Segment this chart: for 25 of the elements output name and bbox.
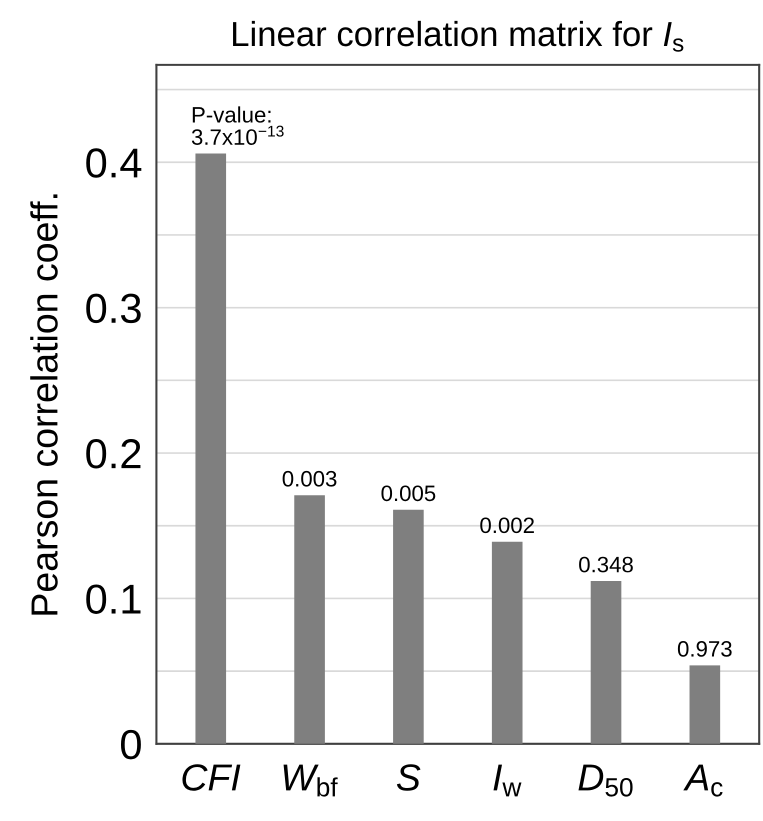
- bar: [393, 510, 424, 744]
- annotation: 0.348: [579, 556, 633, 572]
- y-tick-label: 0.1: [86, 584, 140, 614]
- bar: [294, 495, 325, 744]
- annotation: 0.002: [480, 517, 534, 534]
- x-tick-label: D$_{50}$: [578, 764, 633, 797]
- x-tick-label: W$_{bf}$: [284, 764, 338, 797]
- chart-title: Linear correlation matrix for I$_{s}$: [233, 20, 684, 52]
- y-tick-label: 0.2: [86, 439, 140, 469]
- y-tick-label: 0.4: [86, 148, 142, 178]
- annotation: P-value: 3.7x10$^{−13}$: [192, 106, 284, 145]
- y-axis-title: Pearson correlation coeff.: [30, 194, 58, 615]
- y-tick-label: 0.3: [86, 294, 141, 324]
- annotation: 0.005: [381, 485, 436, 502]
- x-tick-label: A$_{c}$: [683, 764, 723, 797]
- bar: [195, 154, 226, 744]
- bar: [690, 665, 720, 744]
- y-tick-label: 0: [120, 730, 141, 760]
- x-tick-label: S: [396, 764, 420, 791]
- annotation: 0.973: [678, 641, 732, 657]
- x-tick-label: CFI: [182, 764, 240, 791]
- bar: [492, 542, 523, 744]
- bar: [590, 580, 622, 744]
- annotation: 0.003: [282, 470, 336, 487]
- x-tick-label: I$_{w}$: [494, 764, 522, 796]
